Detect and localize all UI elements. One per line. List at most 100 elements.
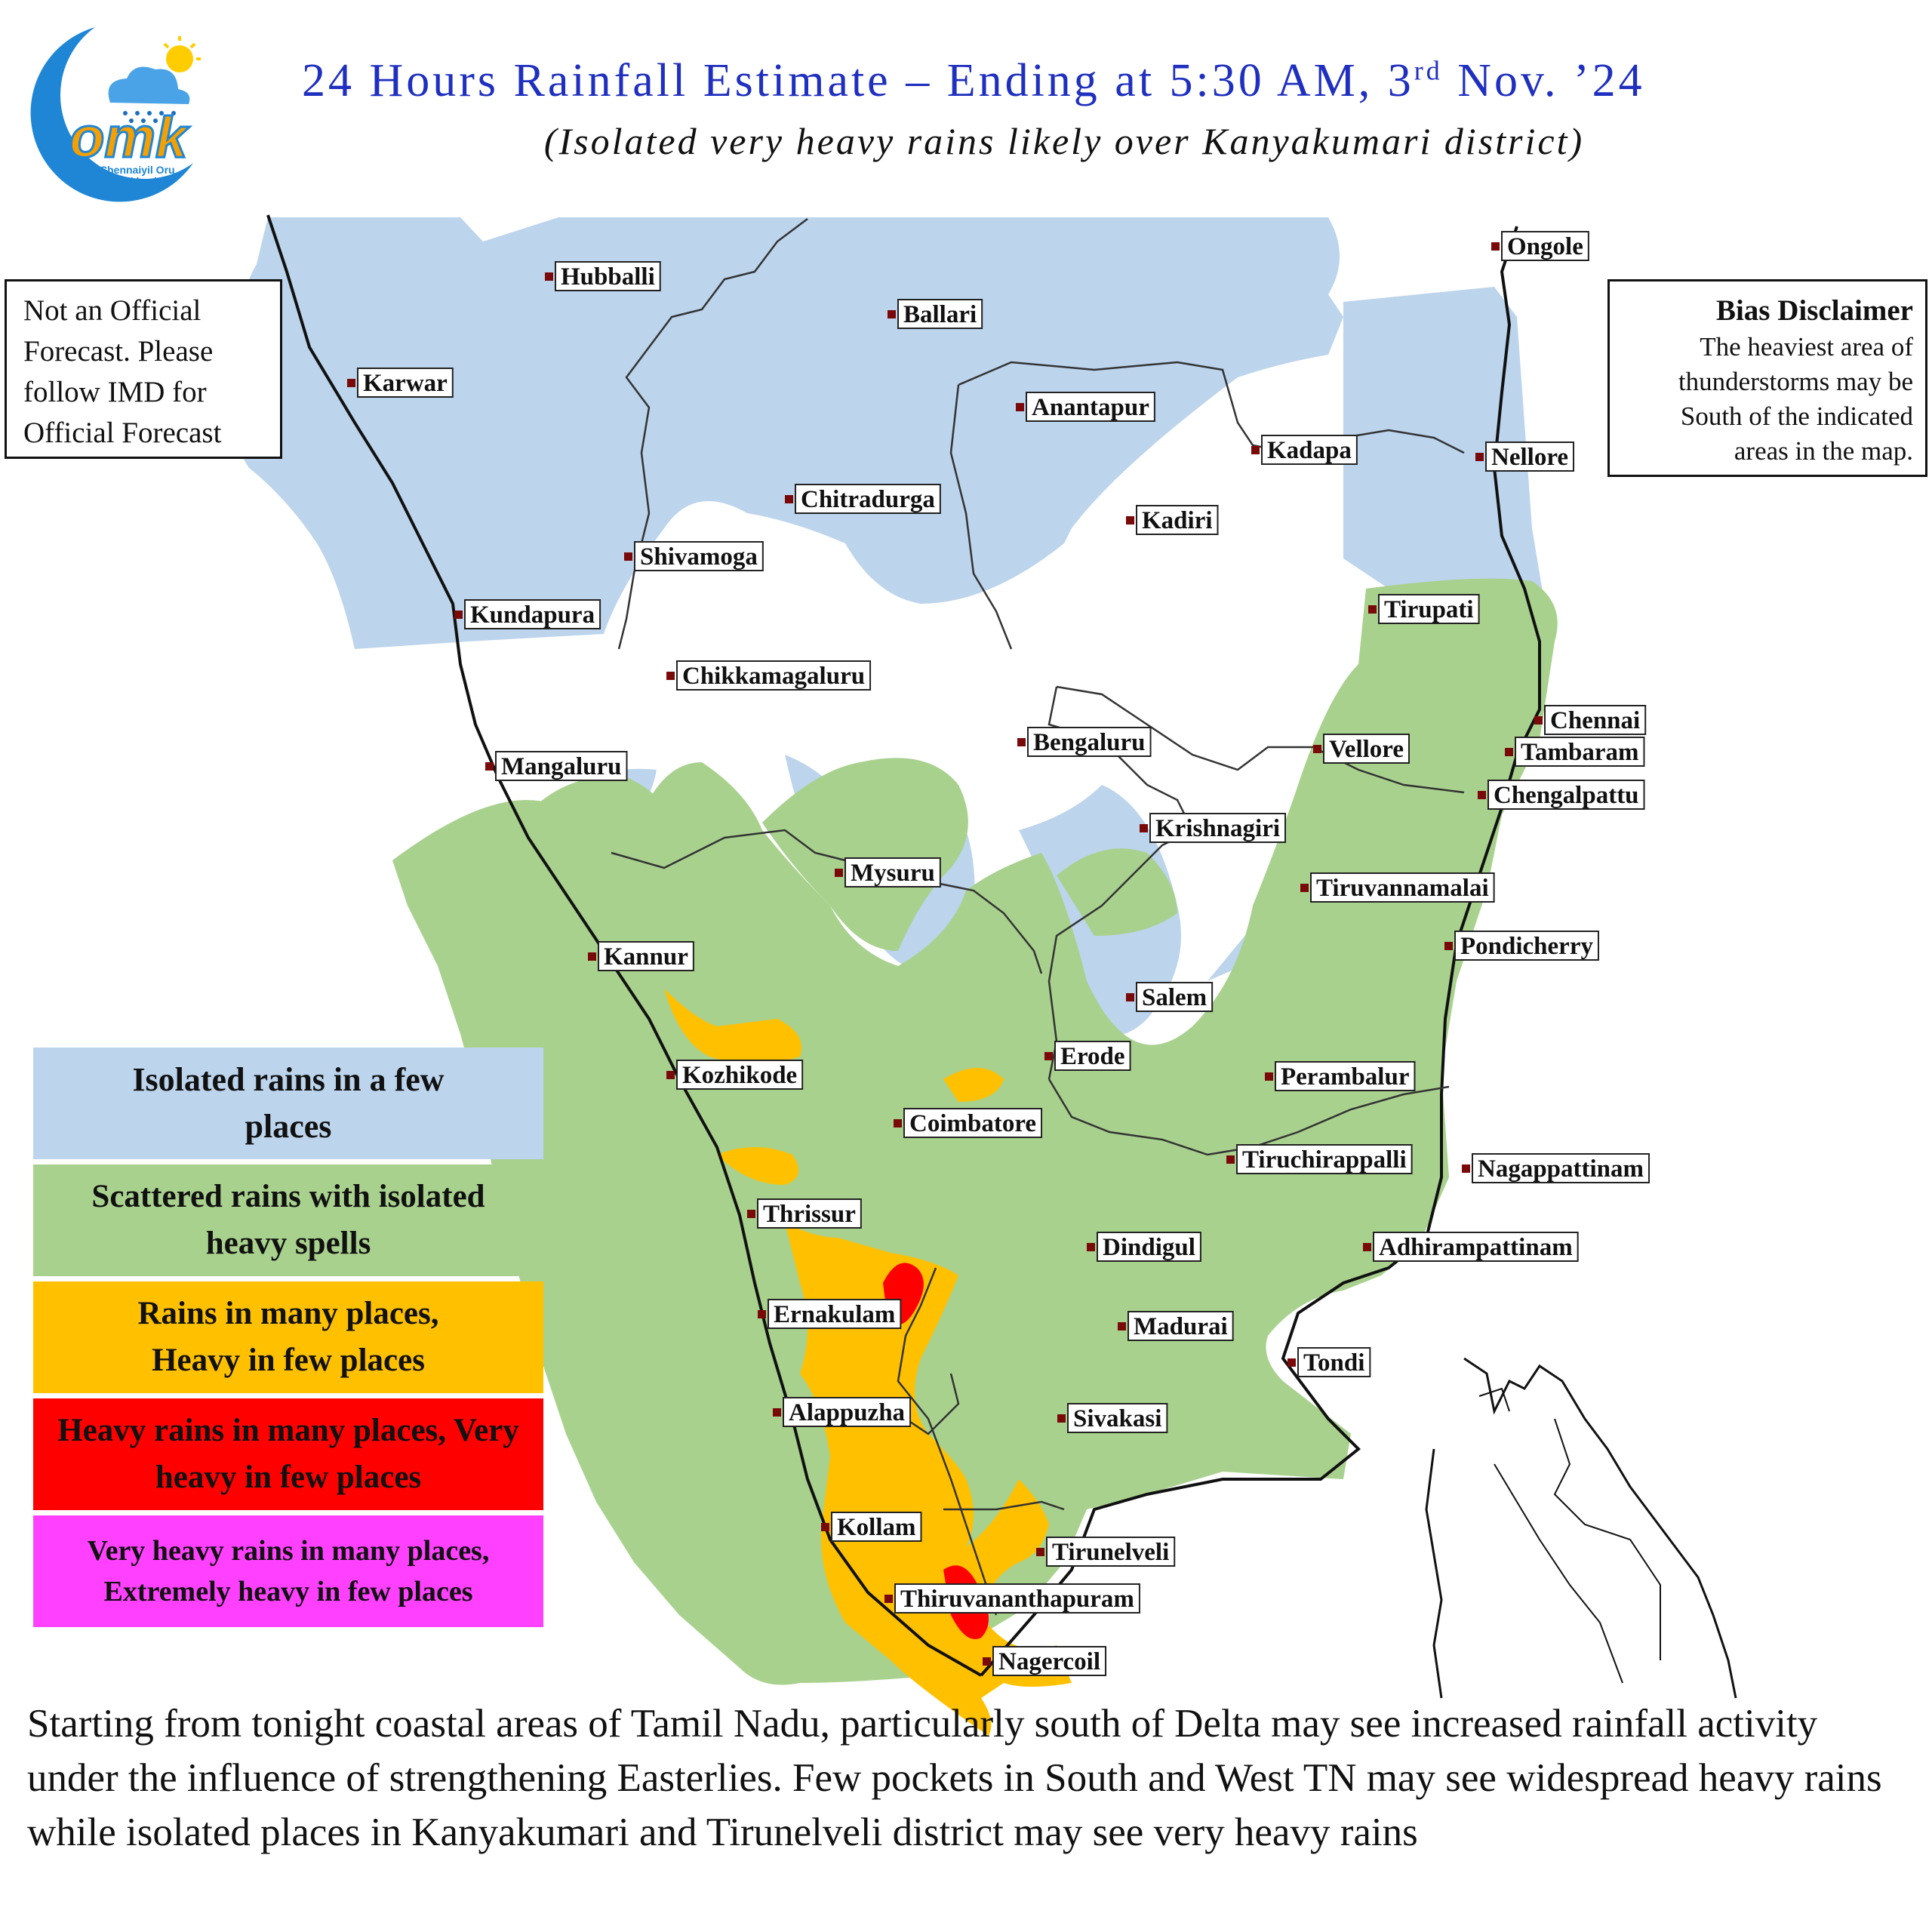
- bias-disclaimer-text: The heaviest area of thunderstorms may b…: [1678, 332, 1913, 466]
- city-marker-ballari: [888, 310, 896, 318]
- city-label-nellore: Nellore: [1491, 444, 1568, 471]
- bias-disclaimer-heading: Bias Disclaimer: [1715, 294, 1913, 327]
- city-marker-kadiri: [1126, 516, 1134, 525]
- city-label-box-sivakasi: [1067, 1403, 1168, 1433]
- east-coastline: [980, 226, 1541, 1677]
- city-label-box-adhirampattinam: [1373, 1232, 1579, 1262]
- city-marker-nellore: [1475, 453, 1484, 461]
- city-label-box-karwar: [357, 368, 454, 398]
- city-marker-tiruchirappalli: [1226, 1155, 1235, 1164]
- city-label-karwar: Karwar: [363, 370, 448, 397]
- city-marker-tiruvannamalai: [1300, 884, 1309, 892]
- city-label-box-bengaluru: [1027, 727, 1152, 757]
- city-label-box-erode: [1054, 1041, 1131, 1071]
- legend-item-scattered: Scattered rains with isolated heavy spel…: [33, 1164, 543, 1276]
- city-marker-shivamoga: [624, 552, 632, 561]
- city-label-krishnagiri: Krishnagiri: [1155, 815, 1280, 842]
- city-marker-chennai: [1534, 716, 1543, 724]
- city-label-tirupati: Tirupati: [1384, 596, 1474, 623]
- city-label-box-salem: [1136, 982, 1214, 1012]
- city-label-box-kadapa: [1261, 435, 1358, 465]
- legend: Isolated rains in a few places Scattered…: [33, 1048, 543, 1632]
- city-marker-nagappattinam: [1462, 1164, 1470, 1173]
- city-marker-chitradurga: [785, 495, 793, 503]
- state-borders: [611, 218, 1465, 1616]
- city-label-box-chikkamagaluru: [676, 660, 872, 691]
- city-marker-chengalpattu: [1478, 791, 1486, 799]
- cloud-icon: [108, 66, 190, 104]
- city-marker-kollam: [821, 1523, 829, 1531]
- city-label-box-tambaram: [1515, 737, 1645, 767]
- forecast-description: Starting from tonight coastal areas of T…: [27, 1702, 1882, 1854]
- legend-item-many-places: Rains in many places, Heavy in few place…: [33, 1281, 543, 1393]
- city-label-box-kundapura: [464, 599, 601, 629]
- city-label-box-alappuzha: [783, 1397, 912, 1427]
- city-label-box-tirupati: [1378, 594, 1480, 624]
- city-marker-madurai: [1118, 1322, 1126, 1331]
- city-label-box-tiruchirappalli: [1236, 1144, 1413, 1174]
- sri-lanka-outline: [1425, 1357, 1737, 1699]
- city-label-sivakasi: Sivakasi: [1073, 1405, 1161, 1432]
- city-label-box-tirunelveli: [1046, 1537, 1176, 1567]
- city-label-box-kozhikode: [676, 1060, 804, 1090]
- city-marker-adhirampattinam: [1363, 1243, 1371, 1251]
- official-forecast-disclaimer: Not an Official Forecast. Please follow …: [5, 279, 282, 459]
- city-marker-tirupati: [1368, 605, 1377, 614]
- city-label-tiruchirappalli: Tiruchirappalli: [1242, 1146, 1407, 1174]
- city-label-tondi: Tondi: [1303, 1349, 1364, 1377]
- city-marker-karwar: [347, 379, 355, 387]
- city-label-ernakulam: Ernakulam: [774, 1301, 895, 1328]
- zone-rains-many-places: [664, 989, 1072, 1736]
- city-marker-alappuzha: [773, 1408, 781, 1417]
- city-marker-thrissur: [747, 1210, 755, 1218]
- city-marker-pondicherry: [1444, 942, 1453, 950]
- city-label-bengaluru: Bengaluru: [1033, 729, 1146, 756]
- city-marker-sivakasi: [1057, 1414, 1066, 1423]
- city-label-dindigul: Dindigul: [1103, 1234, 1195, 1261]
- city-label-box-kadiri: [1136, 505, 1219, 535]
- zone-isolated-rains: [232, 217, 1544, 649]
- city-label-box-tiruvannamalai: [1310, 872, 1495, 903]
- city-marker-kundapura: [454, 611, 463, 619]
- city-label-vellore: Vellore: [1329, 736, 1404, 763]
- city-marker-vellore: [1313, 745, 1321, 753]
- city-label-tiruvannamalai: Tiruvannamalai: [1316, 875, 1489, 902]
- city-label-nagappattinam: Nagappattinam: [1478, 1155, 1644, 1183]
- city-marker-ongole: [1491, 242, 1500, 251]
- city-label-nagercoil: Nagercoil: [998, 1648, 1100, 1675]
- city-label-box-thrissur: [757, 1198, 862, 1229]
- city-label-box-shivamoga: [634, 541, 764, 571]
- city-label-anantapur: Anantapur: [1032, 394, 1149, 421]
- city-marker-nagercoil: [983, 1657, 991, 1666]
- sri-lanka-boundaries: [1478, 1387, 1661, 1684]
- city-labels: Hubballi Ballari Ongole Karwar Anantapur Kada…: [347, 231, 1651, 1676]
- page-title: 24 Hours Rainfall Estimate – Ending at 5…: [302, 55, 1645, 106]
- city-label-kundapura: Kundapura: [470, 601, 595, 629]
- city-label-box-mangaluru: [495, 751, 628, 781]
- city-marker-mysuru: [835, 869, 843, 877]
- city-label-tirunelveli: Tirunelveli: [1052, 1539, 1169, 1566]
- city-label-kadiri: Kadiri: [1142, 507, 1213, 534]
- city-label-box-vellore: [1323, 734, 1410, 764]
- city-label-box-madurai: [1128, 1311, 1234, 1341]
- city-marker-kozhikode: [666, 1071, 675, 1079]
- city-marker-perambalur: [1265, 1072, 1273, 1081]
- city-label-box-tondi: [1297, 1347, 1371, 1377]
- city-label-chengalpattu: Chengalpattu: [1494, 782, 1639, 809]
- city-marker-mangaluru: [485, 762, 494, 771]
- city-label-box-ernakulam: [768, 1299, 902, 1329]
- city-label-kozhikode: Kozhikode: [682, 1062, 797, 1089]
- city-label-madurai: Madurai: [1134, 1313, 1228, 1340]
- city-label-box-pondicherry: [1454, 931, 1599, 961]
- city-label-box-dindigul: [1097, 1232, 1201, 1262]
- city-marker-anantapur: [1016, 403, 1024, 411]
- city-label-thiruvananthapuram: Thiruvananthapuram: [900, 1586, 1134, 1613]
- city-marker-tondi: [1287, 1358, 1296, 1367]
- page-subtitle: (Isolated very heavy rains likely over K…: [543, 120, 1585, 162]
- legend-item-very-heavy: Very heavy rains in many places, Extreme…: [33, 1515, 543, 1627]
- city-label-alappuzha: Alappuzha: [789, 1399, 905, 1426]
- city-label-mangaluru: Mangaluru: [501, 753, 622, 780]
- city-marker-dindigul: [1087, 1243, 1095, 1251]
- city-label-box-chitradurga: [795, 484, 941, 514]
